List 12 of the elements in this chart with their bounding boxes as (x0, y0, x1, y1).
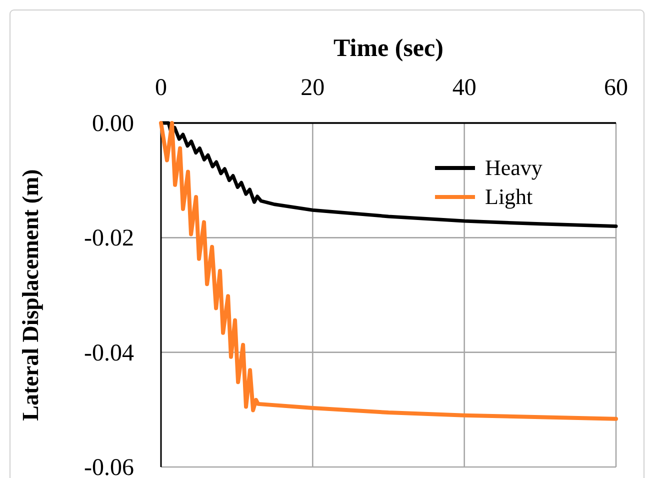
y-tick-label: -0.02 (84, 226, 134, 252)
x-tick-label: 0 (155, 75, 167, 101)
x-tick-label: 20 (300, 75, 325, 101)
y-tick-label: -0.06 (84, 455, 134, 478)
y-tick-label: 0.00 (92, 111, 134, 137)
y-tick-label: -0.04 (84, 340, 134, 366)
legend-label: Heavy (485, 155, 542, 180)
x-tick-label: 60 (604, 75, 628, 101)
legend-label: Light (485, 184, 533, 209)
x-axis-title: Time (sec) (334, 35, 444, 62)
x-tick-label: 40 (452, 75, 476, 101)
y-axis-title: Lateral Displacement (m) (18, 169, 43, 421)
